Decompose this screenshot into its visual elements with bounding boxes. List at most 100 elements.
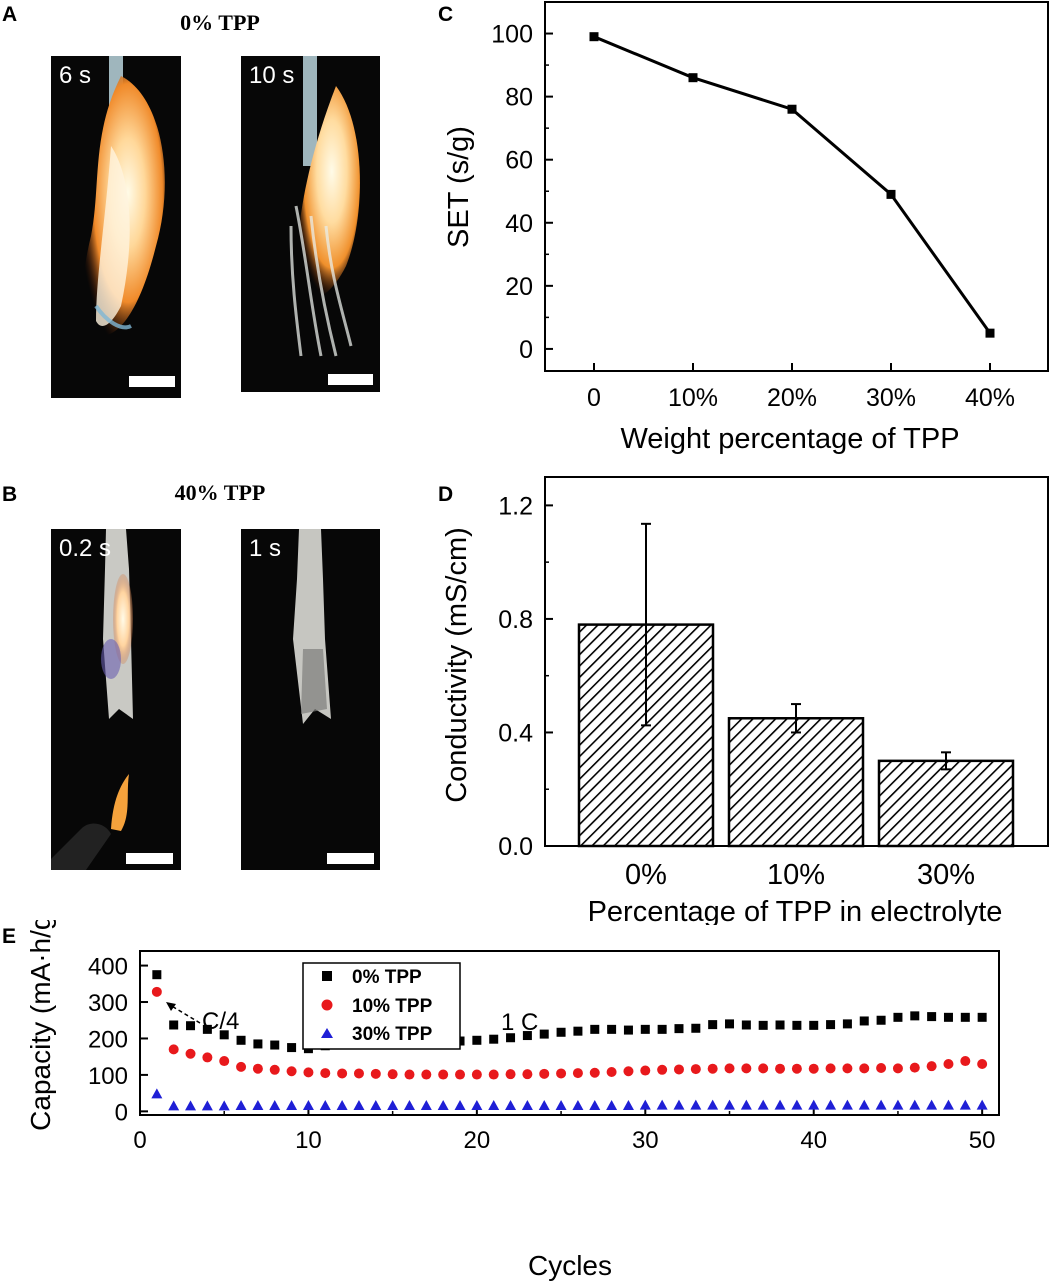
legend-label-0-tpp: 0% TPP (352, 967, 422, 988)
data-point-square (977, 1012, 987, 1022)
y-tick-label: 0 (115, 1099, 128, 1126)
bar (727, 717, 865, 848)
series-points (589, 32, 995, 338)
data-point-circle (775, 1063, 786, 1074)
data-point-square (219, 1030, 229, 1040)
data-point-triangle (740, 1099, 752, 1110)
x-tick-label: 40 (800, 1127, 827, 1154)
y-axis-ticks: 0.0 0.4 0.8 1.2 (498, 492, 553, 861)
y-tick-label: 40 (505, 210, 533, 238)
data-point-circle (370, 1068, 381, 1079)
data-point-circle (859, 1063, 870, 1074)
data-point-square (556, 1027, 566, 1037)
flame-image (82, 56, 165, 336)
plot-frame (544, 1, 1049, 372)
data-point-circle (892, 1063, 903, 1074)
data-point-triangle (488, 1100, 500, 1111)
data-point-circle (185, 1048, 196, 1059)
y-tick-label: 60 (505, 147, 533, 175)
arrow-head (166, 1002, 176, 1011)
data-point-circle (791, 1063, 802, 1074)
data-point-square (826, 1020, 836, 1030)
data-point-triangle (302, 1100, 314, 1111)
data-point-triangle (724, 1099, 736, 1110)
data-point-triangle (572, 1100, 584, 1111)
x-tick-label: 30% (917, 859, 975, 891)
data-point-square (590, 1024, 600, 1034)
legend: 0% TPP 10% TPP 30% TPP (302, 962, 461, 1050)
y-tick-label: 20 (505, 273, 533, 301)
data-point-triangle (589, 1100, 601, 1111)
x-tick-label: 10% (668, 384, 718, 412)
photo-40-tpp-1s: 1 s (241, 529, 380, 870)
x-tick-label: 50 (969, 1127, 996, 1154)
data-point-triangle (926, 1099, 938, 1110)
x-tick-label: 0 (133, 1127, 146, 1154)
data-point-triangle (606, 1100, 618, 1111)
data-point-square (202, 1024, 212, 1034)
time-label: 0.2 s (59, 535, 112, 562)
scale-bar (328, 374, 373, 385)
data-point-triangle (959, 1099, 971, 1110)
legend-marker-10-tpp (321, 999, 333, 1011)
set-line-chart: 0 20 40 60 80 100 0 10% 20% 30% 40% Weight percen… (443, 1, 1049, 455)
y-tick-label: 100 (491, 21, 533, 49)
data-point-square (169, 1020, 179, 1030)
data-point-circle (286, 1066, 297, 1077)
x-axis-label: Cycles (528, 1250, 612, 1281)
data-point-square (539, 1029, 549, 1039)
data-point-square (876, 1015, 886, 1025)
data-point-triangle (909, 1099, 921, 1110)
data-point-square (674, 1024, 684, 1034)
time-label: 10 s (249, 62, 295, 89)
data-point-square (708, 1020, 718, 1030)
data-point-circle (337, 1068, 348, 1079)
data-point-triangle (639, 1099, 651, 1110)
data-point-circle (488, 1069, 499, 1080)
data-point-square (741, 1020, 751, 1030)
panel-label-c: C (438, 3, 454, 26)
time-label: 1 s (249, 535, 282, 562)
data-point-square (607, 1024, 617, 1034)
data-point-circle (556, 1068, 567, 1079)
data-point (589, 32, 599, 42)
x-axis-label: Weight percentage of TPP (620, 423, 959, 455)
data-point-circle (151, 986, 162, 997)
data-point-triangle (707, 1099, 719, 1110)
panel-label-d: D (438, 483, 454, 506)
data-point-square (943, 1012, 953, 1022)
y-tick-label: 100 (88, 1063, 128, 1090)
data-point-square (522, 1031, 532, 1041)
data-point-circle (387, 1069, 398, 1080)
x-axis-ticks: 0 10% 20% 30% 40% (587, 363, 1015, 412)
y-axis-label: Capacity (mA·h/g) (25, 920, 56, 1131)
data-point-triangle (538, 1100, 550, 1111)
data-point-circle (421, 1069, 432, 1080)
data-point-circle (842, 1063, 853, 1074)
data-point-circle (404, 1069, 415, 1080)
data-point-circle (505, 1069, 516, 1080)
data-point-circle (303, 1067, 314, 1078)
data-point-circle (943, 1058, 954, 1069)
data-point-square (725, 1019, 735, 1029)
x-tick-label: 20% (767, 384, 817, 412)
data-point-triangle (218, 1100, 230, 1111)
y-tick-label: 300 (88, 990, 128, 1017)
data-point-square (253, 1039, 263, 1049)
data-point-circle (690, 1064, 701, 1075)
y-tick-label: 0.4 (498, 719, 533, 747)
data-point-circle (657, 1064, 668, 1075)
data-point-square (960, 1012, 970, 1022)
data-point-triangle (555, 1100, 567, 1111)
x-tick-label: 40% (965, 384, 1015, 412)
data-point-triangle (505, 1100, 517, 1111)
data-point (985, 328, 995, 338)
y-tick-label: 0 (519, 336, 533, 364)
data-point-square (270, 1040, 280, 1050)
data-point-circle (808, 1063, 819, 1074)
series-line (593, 35, 992, 335)
data-point-triangle (942, 1099, 954, 1110)
data-point-triangle (353, 1100, 365, 1111)
data-point-square (775, 1020, 785, 1030)
y-axis-label: Conductivity (mS/cm) (441, 527, 473, 803)
